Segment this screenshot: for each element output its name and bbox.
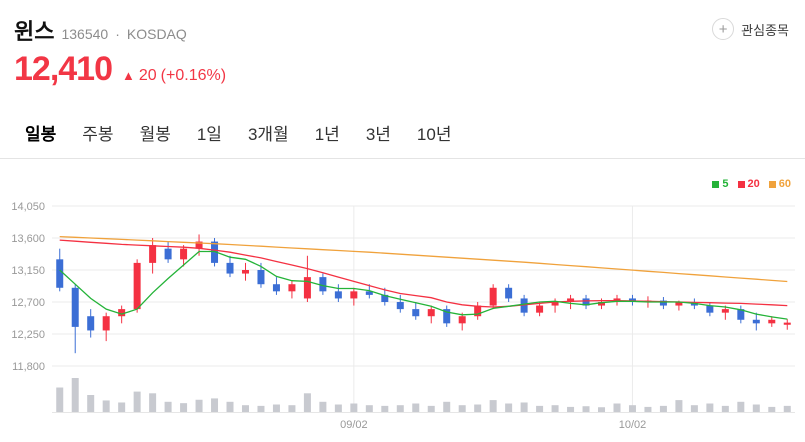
ma-legend: 5 20 60 [712,178,791,190]
legend-swatch-icon [768,180,776,188]
svg-text:13,150: 13,150 [11,265,45,277]
stock-header: 윈스 136540 · KOSDAQ [14,14,187,46]
tab-period-7[interactable]: 3년 [365,125,391,144]
tab-period-6[interactable]: 1년 [314,125,340,144]
watchlist-label: 관심종목 [741,22,789,38]
legend-swatch-icon [737,180,745,188]
tab-period-8[interactable]: 10년 [416,125,452,144]
svg-text:14,050: 14,050 [11,201,45,213]
legend-ma-5: 5 [712,178,729,190]
add-watchlist-button[interactable]: + 관심종목 [712,18,789,40]
current-price: 12,410 [14,50,113,88]
svg-text:11,800: 11,800 [12,361,45,373]
svg-text:09/02: 09/02 [340,419,368,431]
tab-period-5[interactable]: 3개월 [247,125,289,144]
legend-ma-20: 20 [737,178,760,190]
svg-text:10/02: 10/02 [619,419,647,431]
price-change: 20 [138,67,157,84]
legend-swatch-icon [712,180,720,188]
stock-code: 136540 [61,26,109,42]
price-chart[interactable]: 14,050 13,600 13,150 12,700 12,250 11,800 09/0… [0,188,805,442]
chart-area[interactable]: 5 20 60 14,050 13,600 13,150 12,700 12,250 11,8… [0,152,805,442]
plus-icon: + [712,18,735,40]
svg-text:12,700: 12,700 [11,297,45,309]
separator-dot: · [115,26,120,42]
tab-period-3[interactable]: 월봉 [139,125,171,144]
stock-name: 윈스 [14,19,55,44]
svg-text:13,600: 13,600 [11,233,45,245]
tab-period-2[interactable]: 주봉 [82,125,114,144]
svg-text:12,250: 12,250 [11,329,45,341]
price-row: 12,410 ▲ 20 (+0.16%) [14,50,226,89]
legend-ma-60: 60 [768,178,791,190]
up-arrow-icon: ▲ [122,68,135,83]
tab-period-4[interactable]: 1일 [196,125,222,144]
price-change-percent: (+0.16%) [160,67,227,84]
period-tabs: 일봉 주봉 월봉 1일 3개월 1년 3년 10년 [0,112,805,159]
market-label: KOSDAQ [126,26,187,42]
tab-period-1[interactable]: 일봉 [25,125,57,144]
